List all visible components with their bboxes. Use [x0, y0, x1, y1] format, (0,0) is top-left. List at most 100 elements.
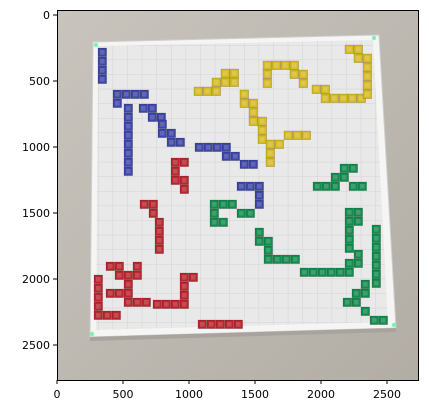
green-piece-cell-highlight: [221, 220, 226, 225]
red-piece-cell: [105, 288, 115, 298]
green-piece-cell: [344, 216, 354, 226]
blue-piece-cell-highlight: [100, 50, 105, 55]
axes-frame: [57, 10, 419, 381]
green-piece-cell: [339, 172, 349, 182]
green-piece-cell: [357, 181, 367, 191]
blue-piece-cell: [221, 142, 231, 152]
blue-piece-cell-highlight: [115, 92, 120, 97]
red-piece-cell-highlight: [135, 273, 140, 278]
yellow-piece-cell: [220, 77, 230, 87]
yellow-piece-cell: [257, 116, 267, 126]
green-piece-cell-highlight: [363, 309, 368, 314]
green-piece-cell-highlight: [257, 239, 262, 244]
red-piece-cell-highlight: [182, 187, 187, 192]
yellow-piece-cell: [347, 93, 357, 103]
yellow-piece-cell: [344, 44, 354, 54]
pieces-layer: [93, 44, 388, 329]
red-piece-cell: [179, 272, 189, 282]
green-piece-cell-highlight: [345, 300, 350, 305]
yellow-piece-cell: [289, 60, 299, 70]
red-piece-cell-highlight: [157, 220, 162, 225]
blue-piece-cell-highlight: [251, 162, 256, 167]
blue-piece: [236, 181, 264, 209]
blue-piece-cell-highlight: [257, 184, 262, 189]
yellow-piece-cell: [362, 80, 372, 90]
blue-piece-cell-highlight: [100, 68, 105, 73]
yellow-piece-cell-highlight: [242, 92, 247, 97]
yellow-piece-cell: [257, 125, 267, 135]
red-piece-cell: [102, 310, 112, 320]
yellow-piece-cell-highlight: [205, 89, 210, 94]
red-piece-cell: [93, 283, 103, 293]
green-piece-cell-highlight: [302, 270, 307, 275]
green-piece-cell-highlight: [248, 211, 253, 216]
green-piece-cell-highlight: [329, 270, 334, 275]
y-tick-label: 1000: [22, 141, 50, 154]
red-piece-cell: [197, 319, 207, 329]
red-piece-cell: [161, 299, 171, 309]
yellow-piece-cell: [292, 130, 302, 140]
red-piece-cell: [148, 199, 158, 209]
x-tick-label: 500: [113, 388, 134, 401]
red-piece-cell: [179, 175, 189, 185]
blue-piece-cell: [254, 199, 264, 209]
yellow-piece-cell-highlight: [365, 56, 370, 61]
yellow-piece-cell-highlight: [265, 72, 270, 77]
red-piece: [105, 288, 151, 307]
green-piece-cell-highlight: [257, 230, 262, 235]
blue-piece-cell-highlight: [169, 131, 174, 136]
blue-piece-cell: [97, 74, 107, 84]
green-piece-cell: [272, 254, 282, 264]
green-piece-cell: [330, 181, 340, 191]
yellow-piece-cell: [248, 116, 258, 126]
blue-piece-cell: [112, 98, 122, 108]
red-piece: [93, 274, 121, 320]
blue-piece-cell-highlight: [178, 140, 183, 145]
red-piece-cell-highlight: [96, 277, 101, 282]
blue-piece-cell: [139, 89, 149, 99]
yellow-piece-cell-highlight: [251, 110, 256, 115]
red-piece-cell-highlight: [117, 273, 122, 278]
green-piece-cell-highlight: [356, 210, 361, 215]
red-piece-cell-highlight: [182, 302, 187, 307]
yellow-piece-cell: [257, 134, 267, 144]
yellow-piece-cell-highlight: [365, 65, 370, 70]
green-piece: [209, 199, 255, 227]
x-tick-label: 0: [54, 388, 61, 401]
red-piece-cell-highlight: [173, 160, 178, 165]
red-piece-cell: [111, 310, 121, 320]
blue-piece-cell: [123, 130, 133, 140]
green-piece-cell-highlight: [239, 211, 244, 216]
red-piece-cell-highlight: [142, 202, 147, 207]
green-piece-cell: [263, 245, 273, 255]
green-piece-cell: [348, 181, 358, 191]
green-piece-cell-highlight: [347, 270, 352, 275]
yellow-piece-cell-highlight: [277, 142, 282, 147]
green-piece-cell: [371, 269, 381, 279]
green-piece-cell: [236, 208, 246, 218]
red-piece-cell: [93, 274, 103, 284]
red-piece-cell-highlight: [126, 291, 131, 296]
green-piece-cell-highlight: [374, 245, 379, 250]
green-piece-cell-highlight: [363, 291, 368, 296]
red-piece-cell-highlight: [182, 160, 187, 165]
blue-piece-cell-highlight: [150, 115, 155, 120]
green-piece-cell: [351, 297, 361, 307]
green-piece-cell: [308, 267, 318, 277]
y-axis: 0 500 1000 1500 2000 2500: [22, 9, 57, 352]
yellow-piece-cell-highlight: [214, 89, 219, 94]
yellow-piece-cell-highlight: [268, 151, 273, 156]
red-piece-cell: [93, 310, 103, 320]
green-piece-cell: [227, 199, 237, 209]
green-piece-cell: [321, 181, 331, 191]
yellow-piece-cell-highlight: [196, 89, 201, 94]
yellow-piece-cell: [353, 44, 363, 54]
red-piece-cell-highlight: [96, 295, 101, 300]
red-piece-cell: [105, 261, 115, 271]
green-piece-cell-highlight: [320, 270, 325, 275]
red-piece-cell-highlight: [151, 202, 156, 207]
yellow-piece-cell-highlight: [295, 133, 300, 138]
red-piece-cell: [179, 281, 189, 291]
red-piece-cell-highlight: [108, 264, 113, 269]
red-piece-cell: [179, 157, 189, 167]
